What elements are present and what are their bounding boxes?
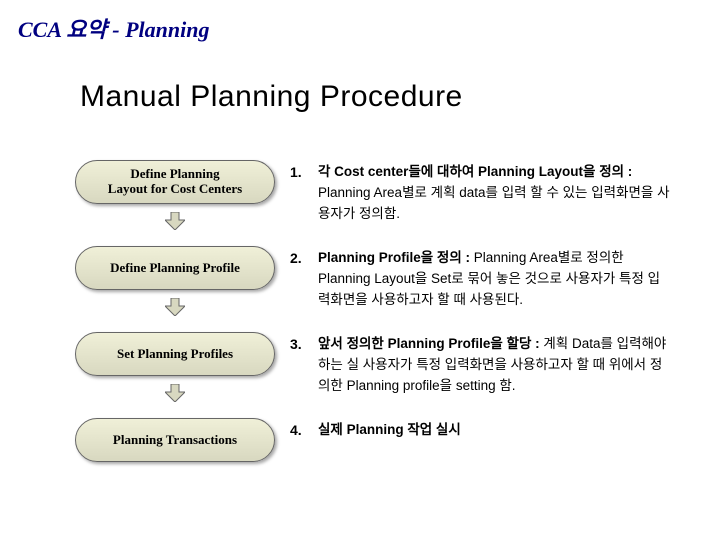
step-left: Planning Transactions <box>60 418 290 462</box>
step-box-2: Define Planning Profile <box>75 246 275 290</box>
step-row: Define Planning Profile 2. Planning Prof… <box>60 246 680 320</box>
down-arrow-icon <box>165 298 185 316</box>
step-left: Define Planning Profile <box>60 246 290 320</box>
step-description: 각 Cost center들에 대하여 Planning Layout을 정의 … <box>318 160 680 225</box>
step-number: 1. <box>290 160 318 180</box>
desc-bold: 실제 Planning 작업 실시 <box>318 422 461 437</box>
step-left: Set Planning Profiles <box>60 332 290 406</box>
step-description: 앞서 정의한 Planning Profile을 할당 : 계획 Data를 입… <box>318 332 680 397</box>
step-description: 실제 Planning 작업 실시 <box>318 418 680 441</box>
desc-bold: Planning Profile을 정의 : <box>318 250 474 265</box>
down-arrow-icon <box>165 384 185 402</box>
step-row: Planning Transactions 4. 실제 Planning 작업 … <box>60 418 680 462</box>
step-row: Define PlanningLayout for Cost Centers 1… <box>60 160 680 234</box>
step-description: Planning Profile을 정의 : Planning Area별로 정… <box>318 246 680 311</box>
page-header: CCA 요약 - Planning <box>18 12 209 44</box>
procedure-content: Define PlanningLayout for Cost Centers 1… <box>60 160 680 474</box>
step-row: Set Planning Profiles 3. 앞서 정의한 Planning… <box>60 332 680 406</box>
step-box-3: Set Planning Profiles <box>75 332 275 376</box>
down-arrow-icon <box>165 212 185 230</box>
desc-text: Planning Area별로 계획 data를 입력 할 수 있는 입력화면을… <box>318 185 670 221</box>
page-title: Manual Planning Procedure <box>80 80 463 114</box>
desc-bold: 앞서 정의한 Planning Profile을 할당 : <box>318 336 543 351</box>
step-number: 2. <box>290 246 318 266</box>
step-box-4: Planning Transactions <box>75 418 275 462</box>
step-number: 3. <box>290 332 318 352</box>
step-box-1: Define PlanningLayout for Cost Centers <box>75 160 275 204</box>
step-left: Define PlanningLayout for Cost Centers <box>60 160 290 234</box>
step-number: 4. <box>290 418 318 438</box>
desc-bold: 각 Cost center들에 대하여 Planning Layout을 정의 … <box>318 164 632 179</box>
